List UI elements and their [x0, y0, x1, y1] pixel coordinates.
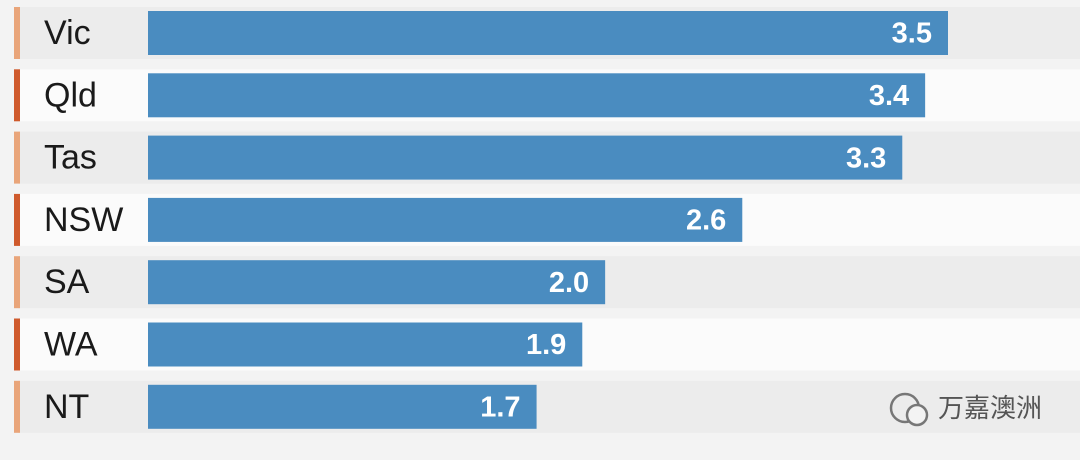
- category-label: NSW: [44, 201, 123, 239]
- row-accent: [14, 131, 20, 184]
- value-label: 1.7: [480, 391, 520, 423]
- value-label: 2.6: [686, 205, 726, 237]
- value-label: 3.4: [869, 80, 909, 112]
- value-label: 1.9: [526, 329, 566, 361]
- rows: Vic 3.5 Qld 3.4 Tas 3.3 NSW 2.6 SA 2.0 WA 1.9 NT 1.7: [14, 7, 1080, 433]
- category-label: Tas: [44, 139, 97, 177]
- value-label: 3.3: [846, 142, 886, 174]
- bar: [148, 197, 743, 242]
- row-accent: [14, 69, 20, 122]
- bar: [148, 384, 537, 429]
- category-label: WA: [44, 325, 98, 363]
- category-label: SA: [44, 263, 90, 301]
- bar: [148, 322, 583, 367]
- watermark: 万嘉澳洲: [938, 393, 1042, 423]
- bar: [148, 11, 948, 55]
- bar: [148, 73, 926, 118]
- value-label: 3.5: [892, 18, 932, 50]
- row-accent: [14, 7, 20, 59]
- bar: [148, 260, 606, 305]
- value-label: 2.0: [549, 267, 589, 299]
- watermark-icon: [905, 403, 929, 427]
- category-label: Qld: [44, 76, 97, 114]
- watermark-group: 万嘉澳洲: [889, 392, 1042, 427]
- row-accent: [14, 256, 20, 309]
- bar: [148, 135, 903, 180]
- category-label: Vic: [44, 14, 91, 52]
- row-accent: [14, 380, 20, 433]
- row-accent: [14, 318, 20, 371]
- category-label: NT: [44, 388, 89, 426]
- row-accent: [14, 193, 20, 246]
